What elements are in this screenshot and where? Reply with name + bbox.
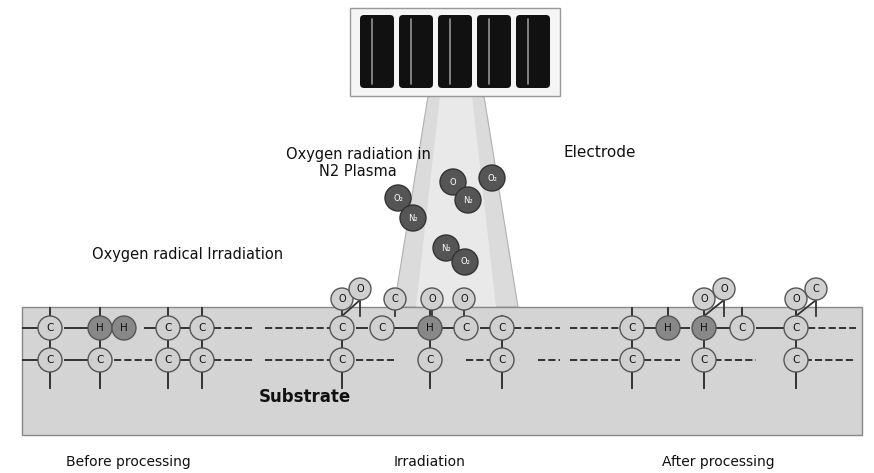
Text: C: C: [427, 355, 434, 365]
Circle shape: [440, 169, 466, 195]
Text: C: C: [700, 355, 708, 365]
Circle shape: [692, 316, 716, 340]
Text: Oxygen radical Irradiation: Oxygen radical Irradiation: [93, 247, 283, 263]
Text: H: H: [427, 323, 434, 333]
Circle shape: [88, 316, 112, 340]
Text: C: C: [498, 355, 506, 365]
Circle shape: [88, 348, 112, 372]
Circle shape: [38, 316, 62, 340]
Polygon shape: [416, 96, 496, 307]
Text: N₂: N₂: [408, 213, 418, 222]
Text: O: O: [792, 294, 800, 304]
FancyBboxPatch shape: [516, 15, 550, 88]
Circle shape: [455, 187, 481, 213]
Text: C: C: [378, 323, 385, 333]
Text: Electrode: Electrode: [564, 144, 636, 159]
Text: O: O: [357, 284, 364, 294]
Text: C: C: [392, 294, 399, 304]
Text: C: C: [739, 323, 746, 333]
Circle shape: [433, 235, 459, 261]
Text: N₂: N₂: [441, 244, 451, 253]
Circle shape: [620, 316, 644, 340]
Circle shape: [784, 316, 808, 340]
Circle shape: [421, 288, 443, 310]
Circle shape: [805, 278, 827, 300]
Circle shape: [620, 348, 644, 372]
Circle shape: [418, 316, 442, 340]
Circle shape: [785, 288, 807, 310]
Text: After processing: After processing: [662, 455, 774, 469]
Circle shape: [112, 316, 136, 340]
Circle shape: [479, 165, 505, 191]
Bar: [350, 8, 560, 96]
Text: O: O: [461, 294, 468, 304]
Circle shape: [385, 185, 411, 211]
Circle shape: [190, 316, 214, 340]
Text: C: C: [462, 323, 469, 333]
Text: H: H: [700, 323, 708, 333]
Circle shape: [730, 316, 754, 340]
Circle shape: [452, 249, 478, 275]
Text: C: C: [198, 323, 205, 333]
Circle shape: [38, 348, 62, 372]
Text: H: H: [96, 323, 104, 333]
Text: C: C: [793, 355, 800, 365]
FancyBboxPatch shape: [399, 15, 433, 88]
Circle shape: [370, 316, 394, 340]
Circle shape: [692, 348, 716, 372]
Text: C: C: [164, 355, 171, 365]
Text: C: C: [96, 355, 104, 365]
Text: O: O: [720, 284, 728, 294]
Circle shape: [330, 348, 354, 372]
Circle shape: [330, 316, 354, 340]
Circle shape: [784, 348, 808, 372]
Circle shape: [156, 348, 180, 372]
Text: O₂: O₂: [393, 193, 403, 202]
Text: O: O: [338, 294, 346, 304]
Text: C: C: [628, 355, 635, 365]
Circle shape: [490, 316, 514, 340]
Text: O: O: [428, 294, 436, 304]
Circle shape: [656, 316, 680, 340]
Text: H: H: [664, 323, 672, 333]
Text: N₂: N₂: [463, 195, 473, 204]
Text: C: C: [793, 323, 800, 333]
Text: Irradiation: Irradiation: [394, 455, 466, 469]
Text: H: H: [120, 323, 128, 333]
Text: C: C: [46, 323, 53, 333]
FancyBboxPatch shape: [438, 15, 472, 88]
Text: C: C: [628, 323, 635, 333]
FancyBboxPatch shape: [477, 15, 511, 88]
Text: C: C: [813, 284, 820, 294]
Text: O₂: O₂: [460, 257, 470, 266]
Text: Substrate: Substrate: [259, 388, 351, 406]
Circle shape: [190, 348, 214, 372]
Text: C: C: [338, 323, 346, 333]
Text: C: C: [46, 355, 53, 365]
Text: C: C: [198, 355, 205, 365]
Text: O₂: O₂: [487, 174, 497, 183]
Text: O: O: [450, 177, 456, 186]
Circle shape: [418, 348, 442, 372]
Text: Before processing: Before processing: [66, 455, 191, 469]
Text: C: C: [338, 355, 346, 365]
Circle shape: [156, 316, 180, 340]
FancyBboxPatch shape: [360, 15, 394, 88]
Circle shape: [693, 288, 715, 310]
Circle shape: [400, 205, 426, 231]
Circle shape: [490, 348, 514, 372]
Circle shape: [384, 288, 406, 310]
Bar: [22, 307, 862, 435]
Text: C: C: [164, 323, 171, 333]
Circle shape: [331, 288, 353, 310]
Circle shape: [454, 316, 478, 340]
Circle shape: [349, 278, 371, 300]
Circle shape: [453, 288, 475, 310]
Text: C: C: [498, 323, 506, 333]
Polygon shape: [394, 96, 518, 307]
Text: Oxygen radiation in
N2 Plasma: Oxygen radiation in N2 Plasma: [286, 147, 430, 179]
Text: O: O: [700, 294, 708, 304]
Circle shape: [713, 278, 735, 300]
